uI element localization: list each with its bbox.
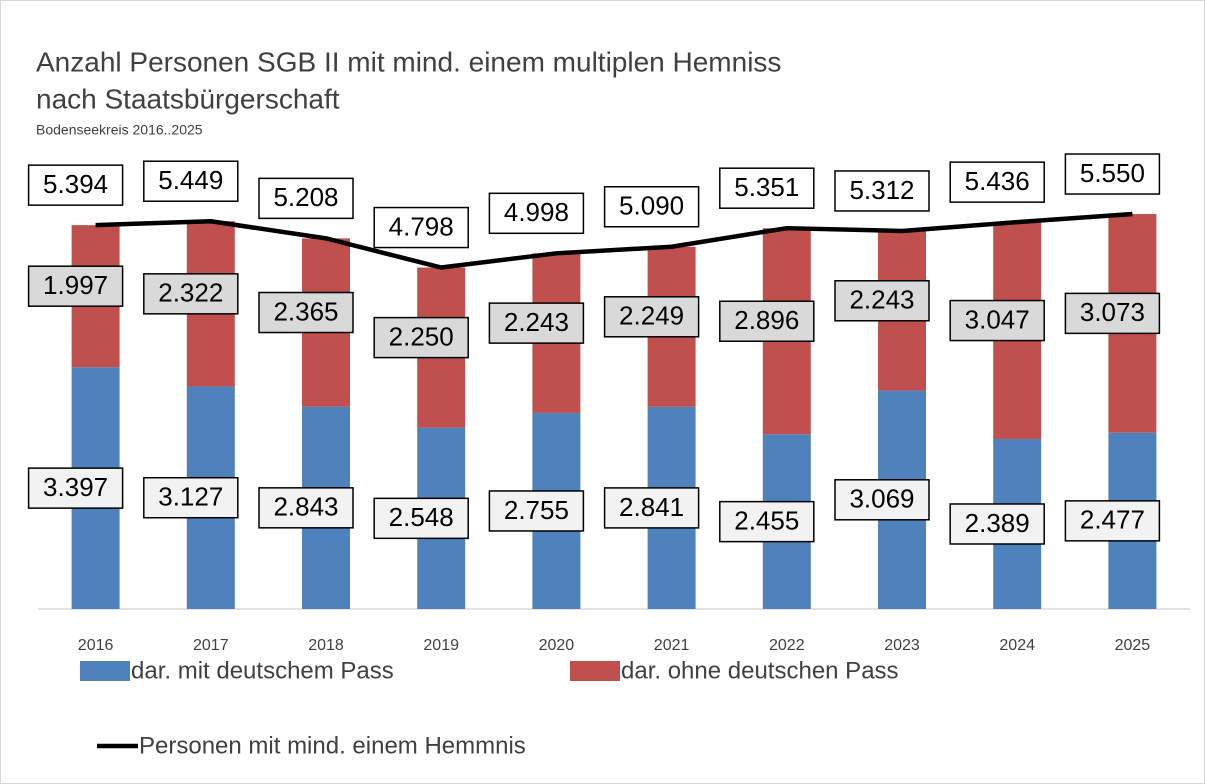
data-label-box <box>1064 292 1161 335</box>
data-label-box <box>949 503 1045 545</box>
data-label: 2.322 <box>158 278 223 308</box>
data-label: 5.449 <box>158 165 223 195</box>
data-label: 2.243 <box>849 285 914 315</box>
data-label-box <box>1064 500 1161 542</box>
data-label-box <box>719 167 815 209</box>
data-label: 2.755 <box>504 495 569 525</box>
data-label-box <box>143 273 239 315</box>
data-label: 4.798 <box>389 211 454 241</box>
data-label: 4.998 <box>504 197 569 227</box>
line <box>95 211 1133 270</box>
data-label-box <box>143 160 239 202</box>
data-label-box <box>1064 153 1161 195</box>
data-label-box <box>949 161 1045 203</box>
data-label: 3.127 <box>158 482 223 512</box>
data-label-box <box>27 265 124 307</box>
data-label: 2.365 <box>273 296 338 326</box>
chart-title: Anzahl Personen SGB II mit mind. einem m… <box>36 46 781 77</box>
data-label: 2.249 <box>619 301 684 331</box>
data-label-box <box>719 300 815 342</box>
data-label: 2.250 <box>389 321 454 351</box>
data-label-box <box>258 177 354 220</box>
legend-swatch <box>80 661 130 681</box>
x-tick-label: 2024 <box>999 637 1035 654</box>
data-label-box <box>603 296 700 338</box>
data-label-box <box>719 500 815 543</box>
x-tick-label: 2018 <box>308 637 344 654</box>
data-label: 2.243 <box>504 307 569 337</box>
data-label-box <box>27 164 124 206</box>
data-label: 2.841 <box>619 492 684 522</box>
data-label-box <box>373 497 469 540</box>
x-tick-label: 2020 <box>539 637 575 654</box>
data-label: 2.477 <box>1080 505 1145 535</box>
data-label: 5.208 <box>273 182 338 212</box>
data-label-box <box>488 302 585 344</box>
data-label-box <box>834 280 930 322</box>
data-label: 3.073 <box>1080 297 1145 327</box>
data-label-box <box>949 299 1045 342</box>
data-label-box <box>258 487 354 529</box>
data-label: 3.069 <box>849 484 914 514</box>
data-label: 2.455 <box>734 506 799 536</box>
x-tick-label: 2016 <box>78 637 114 654</box>
legend-label: dar. mit deutschem Pass <box>131 657 394 684</box>
data-label: 5.090 <box>619 191 684 221</box>
data-label: 5.550 <box>1080 158 1145 188</box>
data-label: 2.896 <box>734 305 799 335</box>
data-label-box <box>373 206 469 249</box>
data-label-box <box>488 490 585 532</box>
data-label: 2.843 <box>273 492 338 522</box>
x-tick-label: 2023 <box>884 637 920 654</box>
legend-label: Personen mit mind. einem Hemmnis <box>139 732 526 759</box>
data-label: 2.548 <box>389 502 454 532</box>
data-label: 2.389 <box>965 508 1030 538</box>
data-label: 3.397 <box>43 472 108 502</box>
data-label-box <box>258 291 354 334</box>
data-label: 5.312 <box>849 175 914 205</box>
data-label-box <box>373 316 469 359</box>
data-label-box <box>603 487 700 529</box>
data-label-box <box>488 192 585 235</box>
legend-label: dar. ohne deutschen Pass <box>621 657 899 684</box>
data-label-box <box>834 479 930 521</box>
chart-subtitle: Bodenseekreis 2016..2025 <box>36 122 203 138</box>
data-label: 5.351 <box>734 172 799 202</box>
x-tick-label: 2019 <box>423 637 459 654</box>
data-label-box <box>834 170 930 212</box>
data-label-box <box>603 186 700 228</box>
x-tick-label: 2017 <box>193 637 229 654</box>
legend-swatch <box>570 661 620 681</box>
chart-title: nach Staatsbürgerschaft <box>36 83 340 114</box>
x-tick-label: 2022 <box>769 637 805 654</box>
data-label: 3.047 <box>965 304 1030 334</box>
data-label-box <box>27 467 124 509</box>
x-tick-label: 2025 <box>1115 637 1151 654</box>
data-label: 5.394 <box>43 169 108 199</box>
data-label: 1.997 <box>43 270 108 300</box>
x-tick-label: 2021 <box>654 637 690 654</box>
data-label: 5.436 <box>965 166 1030 196</box>
data-label-box <box>143 476 239 519</box>
